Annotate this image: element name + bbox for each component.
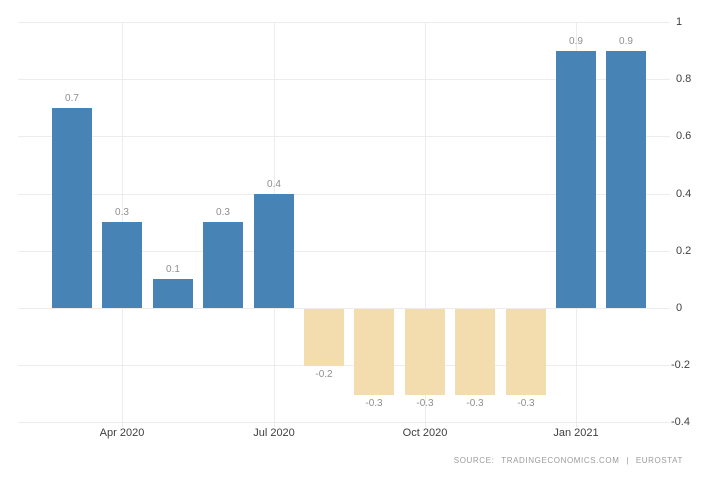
y-gridline-0 (18, 308, 670, 309)
bar-jun-2020[interactable] (203, 222, 243, 308)
x-gridline-oct-2020 (425, 22, 426, 427)
bar-feb-2021[interactable] (606, 51, 646, 308)
y-gridline-0.8 (18, 79, 670, 80)
bar-value-label-aug-2020: -0.2 (315, 369, 333, 380)
source-separator: | (626, 456, 629, 465)
y-axis-label-0.4: 0.4 (676, 188, 692, 200)
bar-value-label-may-2020: 0.1 (166, 264, 180, 275)
bar-oct-2020[interactable] (405, 309, 445, 395)
bar-aug-2020[interactable] (304, 309, 344, 366)
y-gridline-1 (18, 22, 670, 23)
bar-value-label-dec-2020: -0.3 (517, 398, 535, 409)
source-attribution: SOURCE: TRADINGECONOMICS.COM | EUROSTAT (454, 456, 683, 465)
bar-value-label-mar-2020: 0.7 (65, 93, 79, 104)
source-org-link[interactable]: EUROSTAT (635, 456, 683, 465)
bar-mar-2020[interactable] (52, 108, 92, 308)
bar-value-label-nov-2020: -0.3 (466, 398, 484, 409)
bar-value-label-jun-2020: 0.3 (216, 207, 230, 218)
y-axis-label--0.2: -0.2 (671, 359, 690, 371)
bar-jan-2021[interactable] (556, 51, 596, 308)
y-gridline--0.4 (18, 422, 670, 423)
bar-value-label-oct-2020: -0.3 (416, 398, 434, 409)
y-gridline-0.2 (18, 251, 670, 252)
bar-value-label-jan-2021: 0.9 (569, 36, 583, 47)
bar-apr-2020[interactable] (102, 222, 142, 308)
y-axis-label--0.4: -0.4 (671, 416, 690, 428)
bar-value-label-jul-2020: 0.4 (267, 179, 281, 190)
bar-value-label-feb-2021: 0.9 (619, 36, 633, 47)
x-axis-label-oct-2020: Oct 2020 (402, 427, 448, 439)
y-axis-label-0.6: 0.6 (676, 130, 692, 142)
x-axis-label-apr-2020: Apr 2020 (99, 427, 145, 439)
y-gridline-0.6 (18, 136, 670, 137)
bar-value-label-apr-2020: 0.3 (115, 207, 129, 218)
bar-sep-2020[interactable] (354, 309, 394, 395)
bar-nov-2020[interactable] (455, 309, 495, 395)
source-prefix: SOURCE: (453, 456, 495, 465)
y-gridline-0.4 (18, 194, 670, 195)
bar-may-2020[interactable] (153, 279, 193, 308)
x-axis-label-jan-2021: Jan 2021 (553, 427, 599, 439)
y-axis-label-0: 0 (676, 302, 683, 314)
y-axis-label-0.8: 0.8 (676, 73, 692, 85)
y-axis-label-0.2: 0.2 (676, 245, 692, 257)
y-axis-label-1: 1 (676, 16, 683, 28)
bar-jul-2020[interactable] (254, 194, 294, 308)
x-axis-label-jul-2020: Jul 2020 (253, 427, 295, 439)
y-gridline--0.2 (18, 365, 670, 366)
bar-dec-2020[interactable] (506, 309, 546, 395)
source-site-link[interactable]: TRADINGECONOMICS.COM (501, 456, 620, 465)
bar-value-label-sep-2020: -0.3 (365, 398, 383, 409)
